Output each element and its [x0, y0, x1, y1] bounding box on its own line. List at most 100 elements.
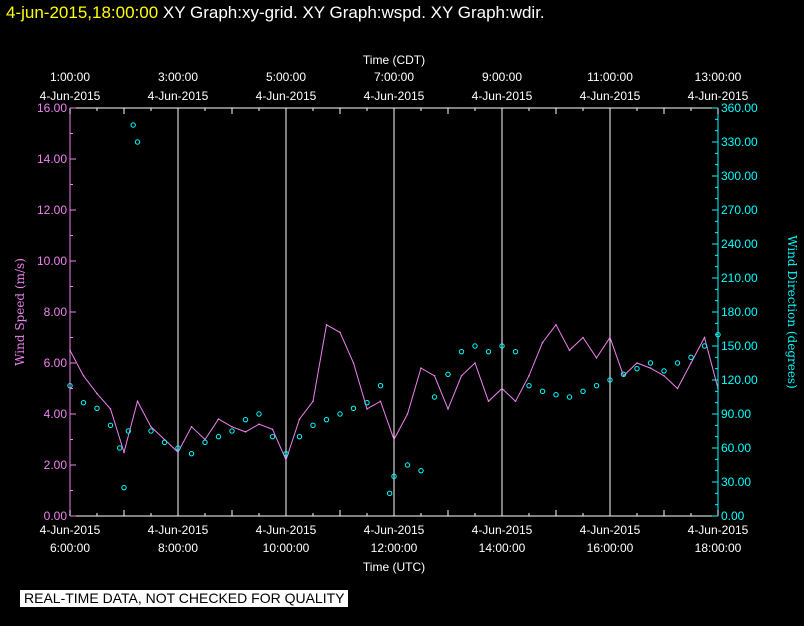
series-point-wspd [298, 418, 301, 420]
series-point-wdir [674, 360, 681, 366]
right-tick-label: 90.00 [721, 407, 751, 421]
series-point-wdir [404, 462, 411, 468]
right-tick-label: 60.00 [721, 441, 751, 455]
top-tick-date: 4-Jun-2015 [580, 89, 641, 103]
bottom-tick-time: 10:00:00 [263, 541, 310, 555]
top-tick-date: 4-Jun-2015 [256, 89, 317, 103]
bottom-tick-date: 4-Jun-2015 [688, 523, 749, 537]
right-tick-label: 180.00 [721, 305, 758, 319]
left-tick-label: 10.00 [37, 254, 67, 268]
right-tick-label: 30.00 [721, 475, 751, 489]
series-point-wspd [433, 374, 436, 377]
right-tick-label: 300.00 [721, 169, 758, 183]
series-point-wdir [364, 399, 370, 406]
left-tick-label: 0.00 [44, 509, 68, 523]
series-point-wspd [190, 425, 193, 428]
header-graph-list: XY Graph:xy-grid. XY Graph:wspd. XY Grap… [162, 3, 545, 22]
series-point-wdir [229, 428, 235, 434]
left-tick-label: 6.00 [44, 356, 68, 370]
series-point-wdir [242, 416, 249, 423]
top-axis-title: Time (CDT) [363, 53, 425, 67]
left-tick-label: 2.00 [44, 458, 68, 472]
series-point-wspd [231, 425, 233, 428]
top-tick-time: 13:00:00 [695, 70, 742, 84]
series-point-wspd [609, 336, 611, 339]
series-point-wdir [296, 433, 303, 440]
bottom-tick-time: 16:00:00 [587, 541, 634, 555]
top-tick-date: 4-Jun-2015 [40, 89, 101, 103]
right-tick-label: 0.00 [721, 509, 745, 523]
right-tick-label: 270.00 [721, 203, 758, 217]
series-point-wspd [649, 367, 652, 369]
series-point-wspd [258, 423, 260, 426]
series-point-wdir [593, 382, 600, 389]
series-point-wspd [474, 362, 476, 364]
bottom-tick-date: 4-Jun-2015 [40, 523, 101, 537]
left-tick-label: 4.00 [44, 407, 68, 421]
series-point-wdir [553, 392, 559, 398]
series-point-wspd [379, 400, 382, 403]
right-tick-label: 240.00 [721, 237, 758, 251]
top-tick-time: 9:00:00 [482, 70, 522, 84]
bottom-tick-time: 12:00:00 [371, 541, 418, 555]
bottom-tick-date: 4-Jun-2015 [256, 523, 317, 537]
series-point-wdir [580, 388, 586, 395]
series-point-wspd [217, 418, 220, 420]
bottom-tick-date: 4-Jun-2015 [472, 523, 533, 537]
left-tick-label: 16.00 [37, 101, 67, 115]
series-point-wspd [595, 357, 598, 359]
series-point-wspd [393, 438, 395, 441]
left-axis-title: Wind Speed (m/s) [13, 258, 27, 366]
series-point-wdir [391, 473, 397, 480]
series-point-wspd [271, 428, 274, 431]
series-point-wdir [418, 467, 424, 474]
bottom-tick-time: 14:00:00 [479, 541, 526, 555]
right-tick-label: 330.00 [721, 135, 758, 149]
series-point-wdir [526, 382, 532, 389]
top-tick-time: 1:00:00 [50, 70, 90, 84]
left-tick-label: 12.00 [37, 203, 67, 217]
series-point-wspd [582, 336, 584, 339]
top-tick-date: 4-Jun-2015 [472, 89, 533, 103]
series-point-wdir [283, 450, 289, 457]
bottom-tick-date: 4-Jun-2015 [148, 523, 209, 537]
series-point-wspd [312, 400, 314, 403]
right-tick-label: 120.00 [721, 373, 758, 387]
series-point-wdir [215, 433, 222, 440]
series-point-wspd [514, 400, 517, 403]
series-point-wspd [528, 374, 530, 377]
series-point-wdir [458, 348, 465, 355]
series-point-wdir [472, 343, 478, 349]
quality-notice: REAL-TIME DATA, NOT CHECKED FOR QUALITY [20, 590, 349, 607]
series-point-wspd [325, 323, 328, 326]
series-point-wspd [676, 387, 679, 390]
left-tick-label: 8.00 [44, 305, 68, 319]
series-point-wspd [82, 374, 85, 377]
bottom-axis-title: Time (UTC) [363, 560, 425, 574]
series-point-wspd [285, 459, 287, 461]
top-tick-time: 7:00:00 [374, 70, 414, 84]
series-point-wdir [161, 439, 168, 446]
graph-header: 4-jun-2015,18:00:00 XY Graph:xy-grid. XY… [6, 3, 545, 23]
series-point-wdir [125, 428, 132, 434]
series-point-wspd [109, 408, 112, 410]
series-point-wdir [566, 394, 573, 400]
series-point-wdir [386, 490, 393, 497]
right-tick-label: 210.00 [721, 271, 758, 285]
series-point-wdir [701, 343, 708, 349]
series-point-wdir [269, 433, 276, 440]
series-point-wspd [244, 431, 247, 433]
series-point-wspd [366, 408, 368, 410]
series-point-wdir [499, 343, 505, 349]
series-point-wdir [148, 428, 154, 434]
bottom-tick-time: 6:00:00 [50, 541, 90, 555]
series-point-wspd [150, 425, 152, 428]
series-point-wdir [431, 394, 438, 400]
series-point-wspd [487, 400, 490, 403]
right-tick-label: 360.00 [721, 101, 758, 115]
top-tick-time: 11:00:00 [587, 70, 633, 84]
series-point-wspd [703, 336, 706, 339]
right-tick-label: 150.00 [721, 339, 758, 353]
series-point-wdir [134, 139, 141, 145]
